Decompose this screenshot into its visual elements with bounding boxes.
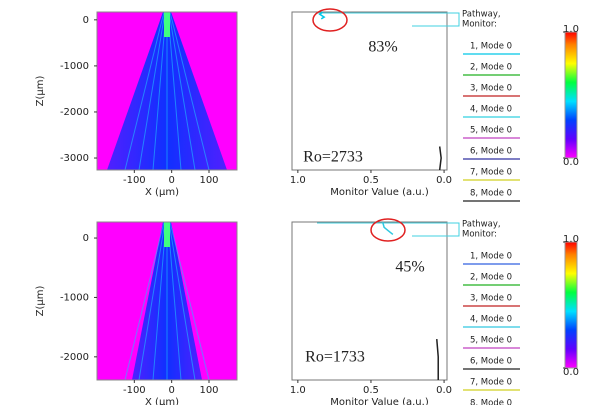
legend-label: 2, Mode 0 xyxy=(470,273,512,283)
field-core xyxy=(164,12,170,37)
colorbar-label: 1.0 xyxy=(563,234,579,245)
y-tick-label: -3000 xyxy=(60,153,89,164)
x-tick-label: -100 xyxy=(123,385,146,396)
colorbar-label: 1.0 xyxy=(563,24,579,35)
monitor-frame xyxy=(317,13,459,26)
figure: 0-1000-2000-3000-1000100X (μm)Z(μm)1.00.… xyxy=(0,0,589,405)
x-tick-label: 100 xyxy=(199,385,218,396)
legend-label: 1, Mode 0 xyxy=(470,42,512,52)
x-tick-label: 0 xyxy=(168,175,174,186)
x-axis-label: X (μm) xyxy=(145,187,179,198)
legend-title: Pathway, xyxy=(462,220,501,230)
monitor-frame xyxy=(317,223,459,236)
legend-label: 8, Mode 0 xyxy=(470,189,512,199)
monitor-trace xyxy=(437,339,438,380)
legend-label: 4, Mode 0 xyxy=(470,105,512,115)
plot-frame xyxy=(292,12,447,170)
x-axis-label: Monitor Value (a.u.) xyxy=(330,397,429,405)
legend-title: Pathway, xyxy=(462,10,501,20)
y-tick-label: 0 xyxy=(83,15,89,26)
legend-label: 8, Mode 0 xyxy=(470,399,512,405)
annotation: Ro=1733 xyxy=(305,349,365,366)
y-axis-label: Z(μm) xyxy=(35,286,46,317)
legend-label: 7, Mode 0 xyxy=(470,168,512,178)
legend-title: Monitor: xyxy=(462,230,497,240)
colorbar-label: 0.0 xyxy=(563,157,579,168)
legend-label: 6, Mode 0 xyxy=(470,147,512,157)
x-tick-label: 1.0 xyxy=(290,385,306,396)
legend-label: 2, Mode 0 xyxy=(470,63,512,73)
field-core xyxy=(164,222,170,247)
x-tick-label: 0.0 xyxy=(436,175,452,186)
legend-label: 1, Mode 0 xyxy=(470,252,512,262)
legend-label: 4, Mode 0 xyxy=(470,315,512,325)
annotation: Ro=2733 xyxy=(303,149,363,166)
annotation: 83% xyxy=(368,39,397,56)
x-tick-label: 0.0 xyxy=(436,385,452,396)
x-tick-label: 100 xyxy=(199,175,218,186)
x-tick-label: 0.5 xyxy=(363,175,379,186)
y-axis-label: Z(μm) xyxy=(35,76,46,107)
monitor-trace xyxy=(440,147,441,170)
x-tick-label: 1.0 xyxy=(290,175,306,186)
y-tick-label: 0 xyxy=(83,233,89,244)
x-tick-label: -100 xyxy=(123,175,146,186)
legend-label: 6, Mode 0 xyxy=(470,357,512,367)
monitor-trace xyxy=(383,222,393,234)
legend-label: 3, Mode 0 xyxy=(470,84,512,94)
y-tick-label: -1000 xyxy=(60,292,89,303)
legend-label: 5, Mode 0 xyxy=(470,126,512,136)
x-tick-label: 0.5 xyxy=(363,385,379,396)
legend-label: 5, Mode 0 xyxy=(470,336,512,346)
legend-title: Monitor: xyxy=(462,20,497,30)
colorbar xyxy=(565,32,577,158)
y-tick-label: -1000 xyxy=(60,61,89,72)
colorbar-label: 0.0 xyxy=(563,367,579,378)
legend-label: 3, Mode 0 xyxy=(470,294,512,304)
x-axis-label: Monitor Value (a.u.) xyxy=(330,187,429,198)
x-axis-label: X (μm) xyxy=(145,397,179,405)
colorbar xyxy=(565,242,577,368)
legend-label: 7, Mode 0 xyxy=(470,378,512,388)
y-tick-label: -2000 xyxy=(60,352,89,363)
x-tick-label: 0 xyxy=(168,385,174,396)
y-tick-label: -2000 xyxy=(60,107,89,118)
annotation: 45% xyxy=(395,259,424,276)
